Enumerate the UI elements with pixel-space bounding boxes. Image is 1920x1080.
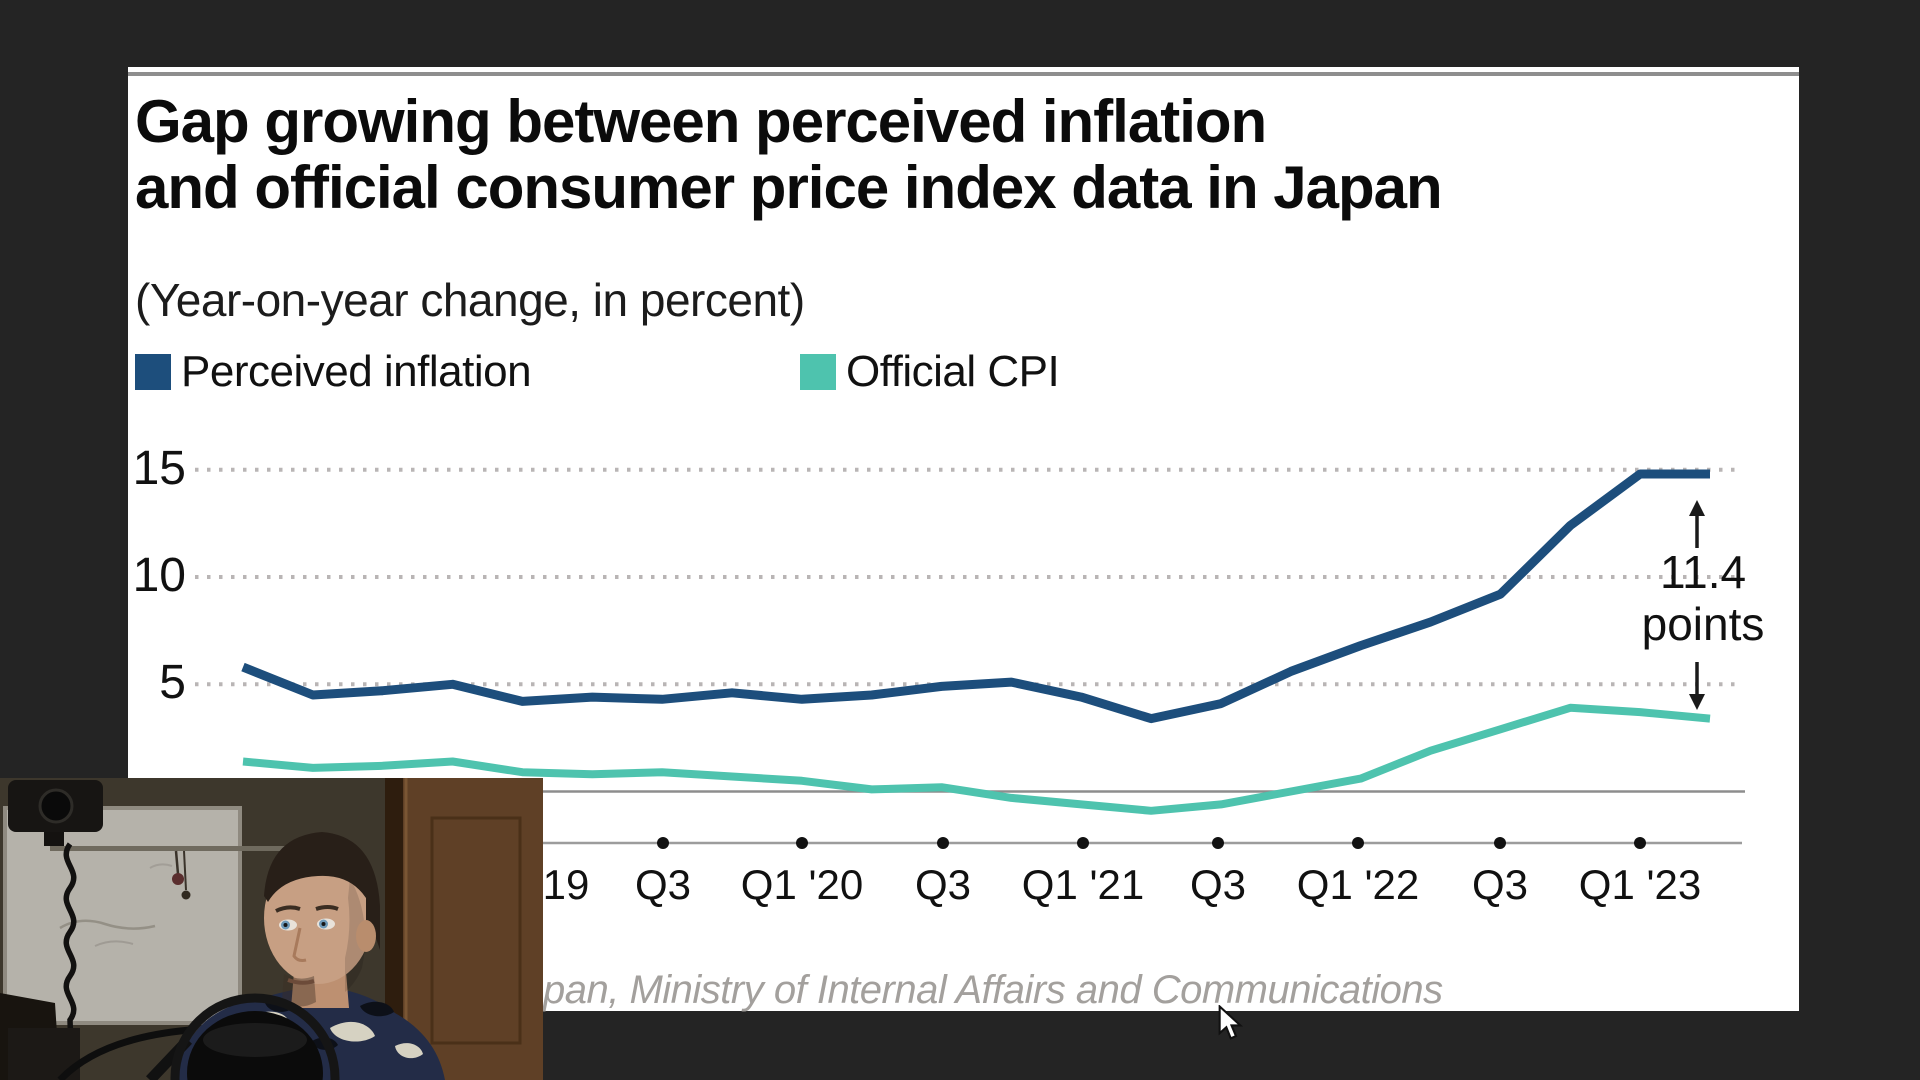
x-tick-label: Q3 <box>914 861 972 908</box>
x-axis-dot <box>796 837 808 849</box>
x-axis-tick-dots <box>657 837 1646 849</box>
gap-annotation: 11.4 points <box>1623 546 1783 650</box>
coiled-cable <box>63 842 77 1080</box>
chart-title-line1: Gap growing between perceived inflation <box>135 88 1267 155</box>
series-line-perceived-inflation <box>241 469 1710 724</box>
chart-legend: Perceived inflation Official CPI <box>128 347 1799 396</box>
presenter-webcam-overlay[interactable] <box>0 778 543 1080</box>
x-tick-label: Q3 <box>1471 861 1529 908</box>
x-axis-dot <box>1212 837 1224 849</box>
legend-swatch-perceived-inflation <box>135 354 171 390</box>
whiteboard <box>3 806 242 1025</box>
x-axis-dot <box>1634 837 1646 849</box>
x-tick-label: Q1 '22 <box>1296 861 1420 908</box>
eyebrow-right <box>315 905 339 911</box>
mouth <box>287 978 315 985</box>
x-tick-label: Q1 '23 <box>1578 861 1702 908</box>
webcam-scene <box>0 778 543 1080</box>
slicked-hair <box>264 832 380 950</box>
mic-stand-arc <box>57 1026 191 1080</box>
eyes <box>279 918 335 931</box>
legend-label-perceived-inflation: Perceived inflation <box>181 347 532 396</box>
mic-capsule-highlight <box>203 1023 307 1057</box>
microphone <box>57 993 340 1080</box>
gridlines <box>195 467 1738 687</box>
wall-rail <box>50 846 325 900</box>
gap-annotation-arrows <box>1689 500 1705 710</box>
y-tick-label-15: 15 <box>132 441 186 495</box>
face <box>264 852 372 984</box>
mic-shock-mount <box>170 993 340 1080</box>
x-tick-label: 19 <box>542 861 590 908</box>
x-tick-label: Q1 '20 <box>740 861 864 908</box>
x-axis-dot <box>1352 837 1364 849</box>
wooden-door <box>385 778 543 1080</box>
chart-title: Gap growing between perceived inflation a… <box>135 88 1443 221</box>
x-axis-dot <box>937 837 949 849</box>
x-tick-label: Q3 <box>1189 861 1247 908</box>
x-tick-label: Q1 '21 <box>1021 861 1145 908</box>
chart-title-line2: and official consumer price index data i… <box>135 154 1443 221</box>
x-tick-label: Q3 <box>634 861 692 908</box>
card-top-divider <box>128 72 1799 76</box>
mouse-cursor <box>1218 1005 1244 1040</box>
chart-subtitle: (Year-on-year change, in percent) <box>135 274 805 326</box>
webcam-camera-device <box>8 780 103 1080</box>
x-axis-dot <box>1077 837 1089 849</box>
legend-label-official-cpi: Official CPI <box>846 347 1060 396</box>
face-shading <box>345 878 366 992</box>
x-axis-dot <box>657 837 669 849</box>
series-line-official-cpi <box>242 703 1711 815</box>
y-tick-label-5: 5 <box>159 656 186 710</box>
legend-swatch-official-cpi <box>800 354 836 390</box>
x-axis-dot <box>1494 837 1506 849</box>
source-note: pan, Ministry of Internal Affairs and Co… <box>543 968 1443 1012</box>
ear <box>356 920 376 952</box>
y-tick-label-10: 10 <box>132 549 186 602</box>
arrow-up-icon <box>1689 500 1705 548</box>
legend-item-official-cpi: Official CPI <box>800 347 1060 396</box>
arrow-down-icon <box>1689 662 1705 710</box>
goatee <box>282 974 316 1007</box>
series-lines <box>241 469 1711 815</box>
legend-item-perceived-inflation: Perceived inflation <box>135 347 532 396</box>
gap-annotation-unit: points <box>1641 598 1765 650</box>
nose <box>292 927 307 962</box>
gap-annotation-value: 11.4 <box>1659 546 1747 598</box>
eyebrow-left <box>275 905 301 913</box>
